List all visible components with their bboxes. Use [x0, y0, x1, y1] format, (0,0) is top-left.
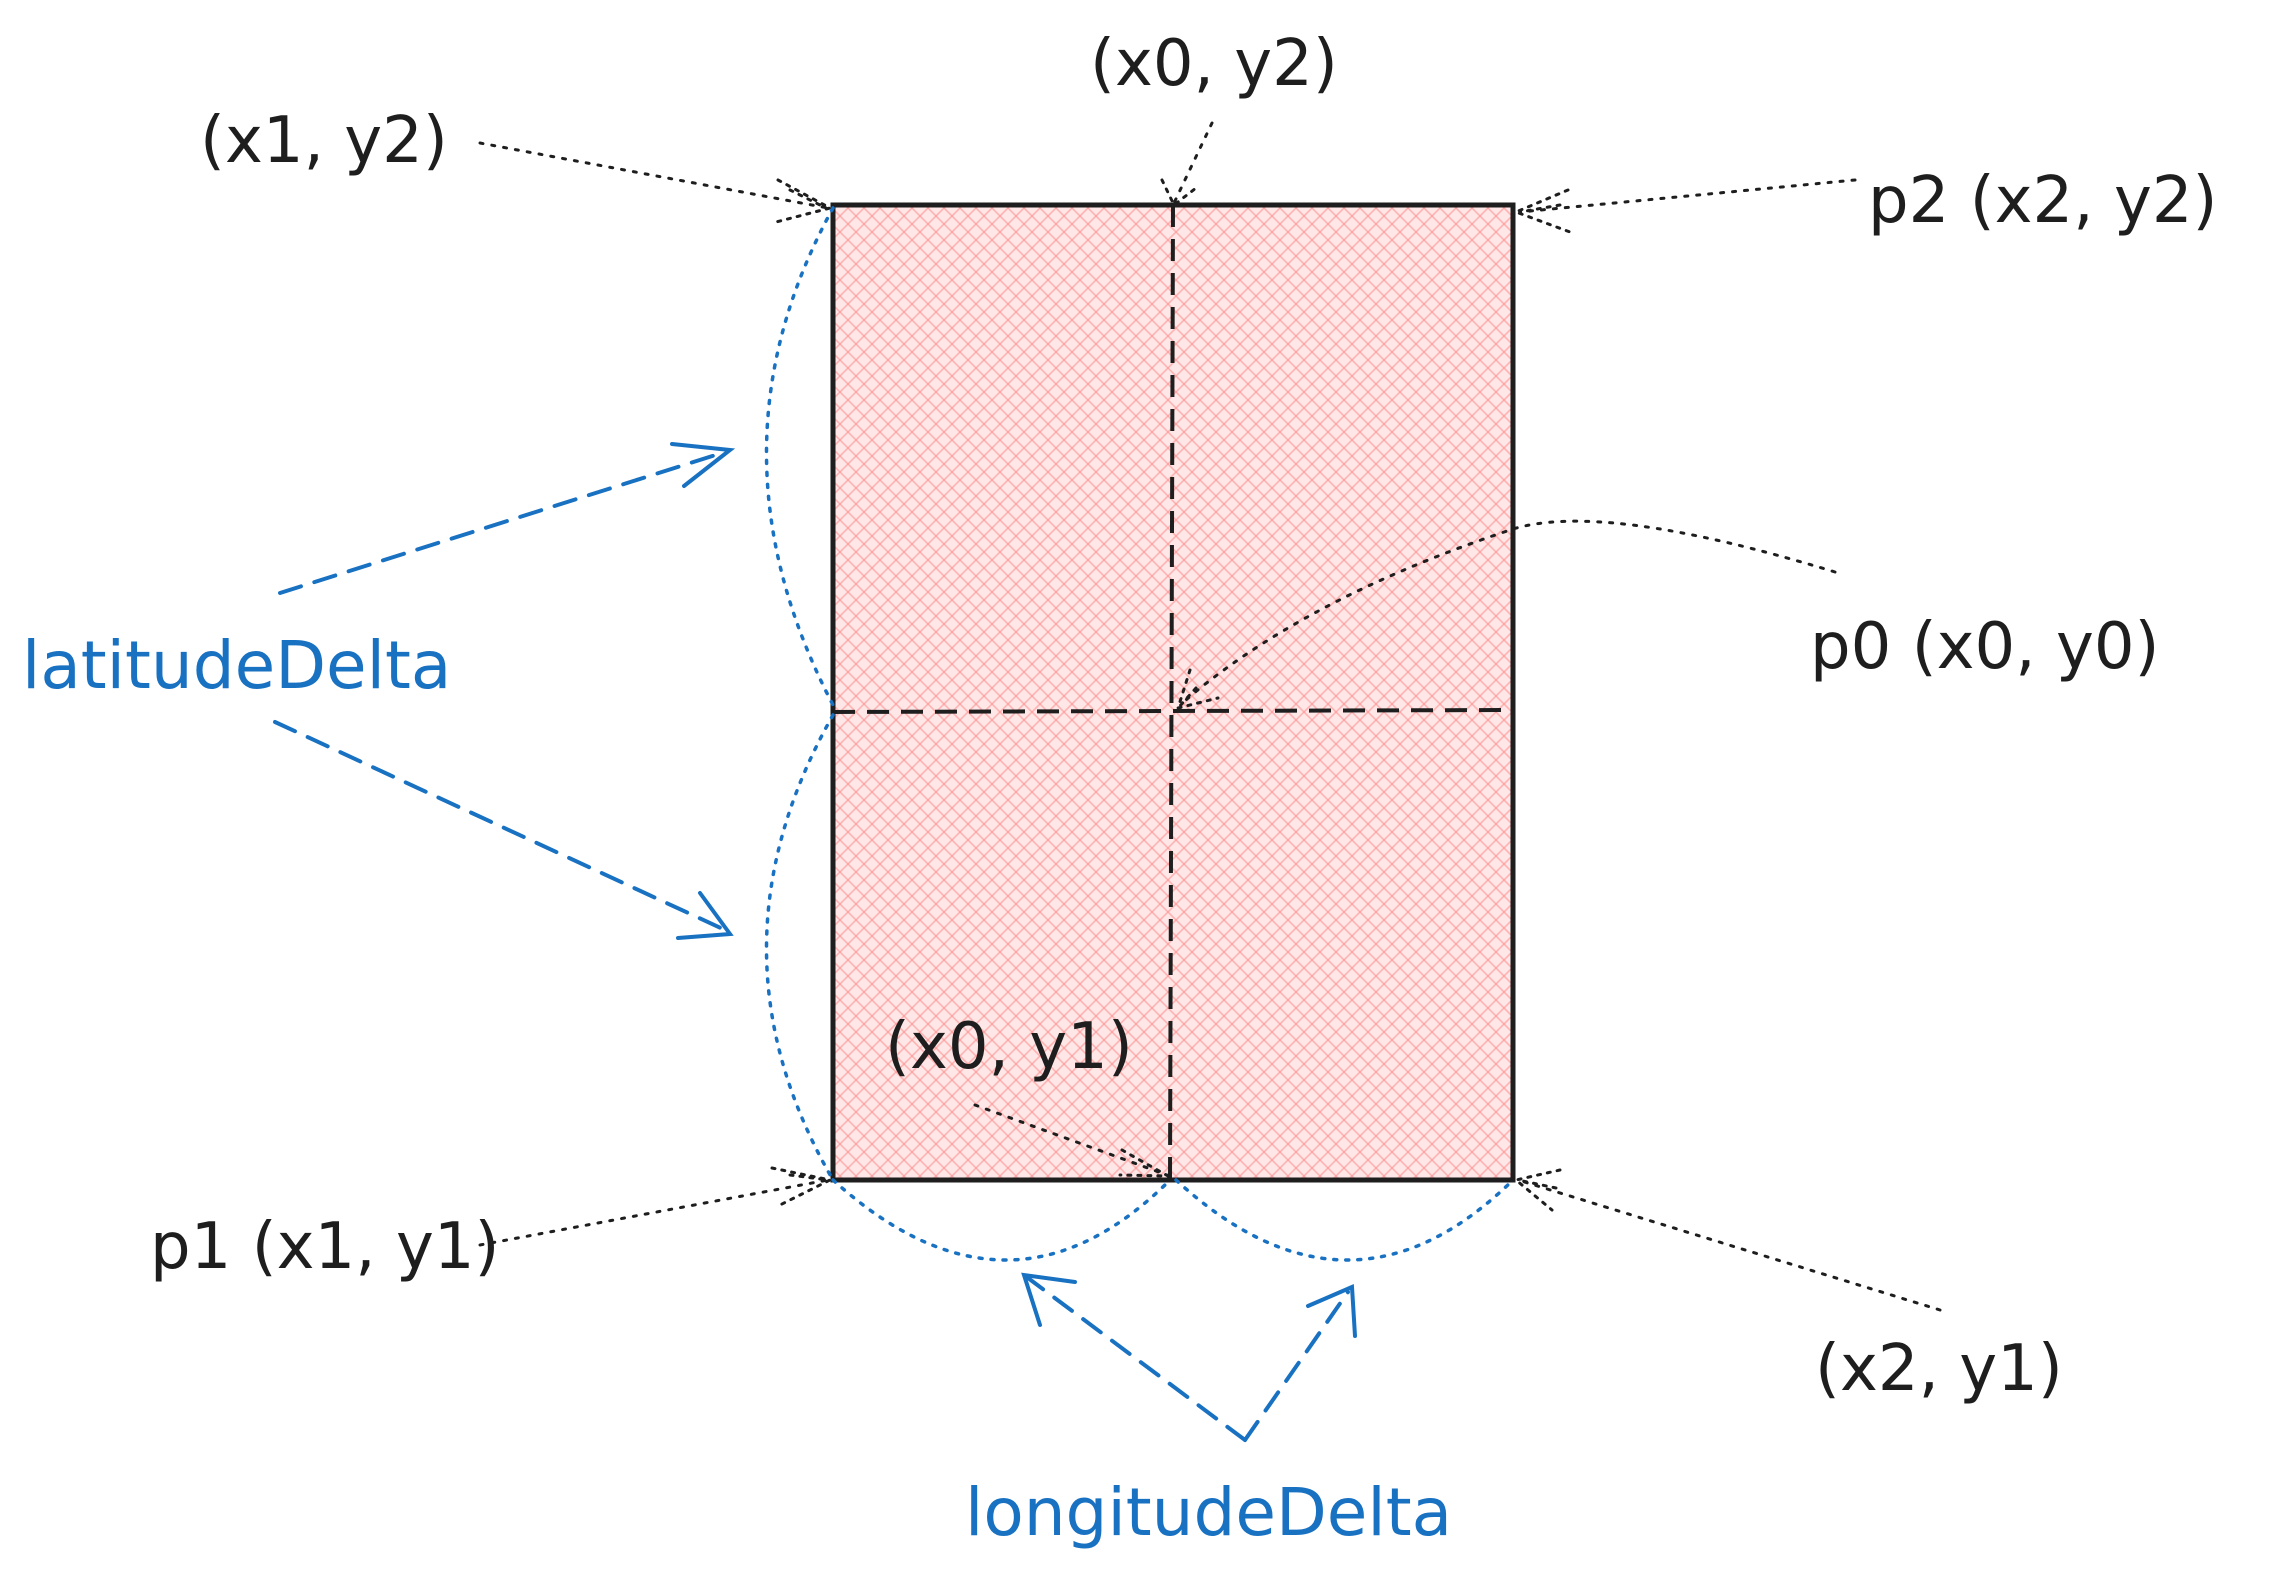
label-x2-y1: (x2, y1) [1815, 1332, 2063, 1406]
leader-p1 [478, 1166, 835, 1247]
horizontal-center-line [832, 708, 1514, 714]
label-p2: p2 (x2, y2) [1868, 164, 2218, 238]
longitude-arrow-left [1021, 1272, 1247, 1442]
leader-x0-y1 [973, 1103, 1169, 1178]
leader-x2-y1 [1512, 1168, 1942, 1312]
latitude-arrow-down [273, 720, 734, 940]
longitude-arrow-right [1243, 1284, 1357, 1442]
leader-p2 [1511, 178, 1857, 234]
longitude-arc-left [831, 1178, 1172, 1262]
label-p1: p1 (x1, y1) [150, 1210, 500, 1284]
vertical-center-line [1168, 204, 1175, 1181]
longitude-arc-right [1174, 1178, 1515, 1262]
label-x0-y1: (x0, y1) [885, 1010, 1133, 1084]
label-longitude-delta: longitudeDelta [965, 1474, 1452, 1551]
label-p0: p0 (x0, y0) [1810, 610, 2160, 684]
leader-x0-y2 [1160, 121, 1214, 208]
label-latitude-delta: latitudeDelta [22, 627, 451, 704]
leader-p0 [1175, 519, 1837, 711]
label-x1-y2: (x1, y2) [200, 104, 448, 178]
latitude-arc-bottom [764, 713, 835, 1182]
leader-x1-y2 [478, 141, 835, 224]
latitude-arc-top [764, 206, 835, 707]
label-x0-y2: (x0, y2) [1090, 27, 1338, 101]
latitude-arrow-up [278, 442, 736, 595]
